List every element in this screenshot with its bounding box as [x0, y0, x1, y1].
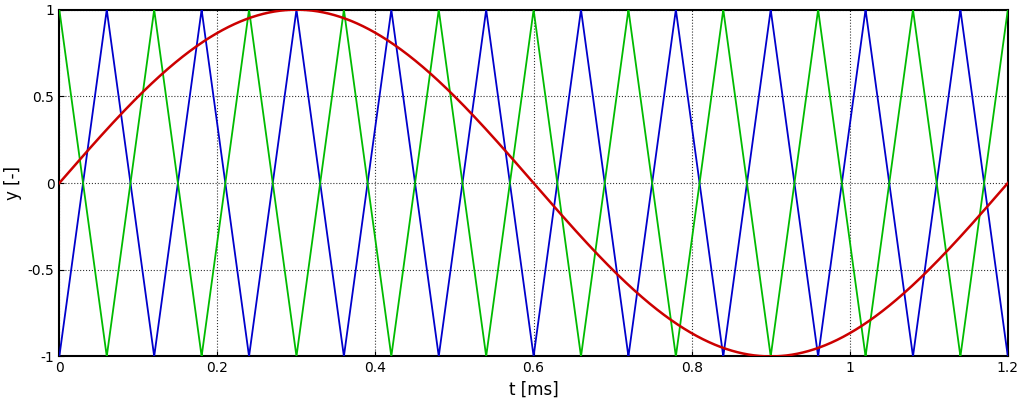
Y-axis label: y [-]: y [-]	[4, 166, 23, 200]
X-axis label: t [ms]: t [ms]	[508, 381, 559, 399]
